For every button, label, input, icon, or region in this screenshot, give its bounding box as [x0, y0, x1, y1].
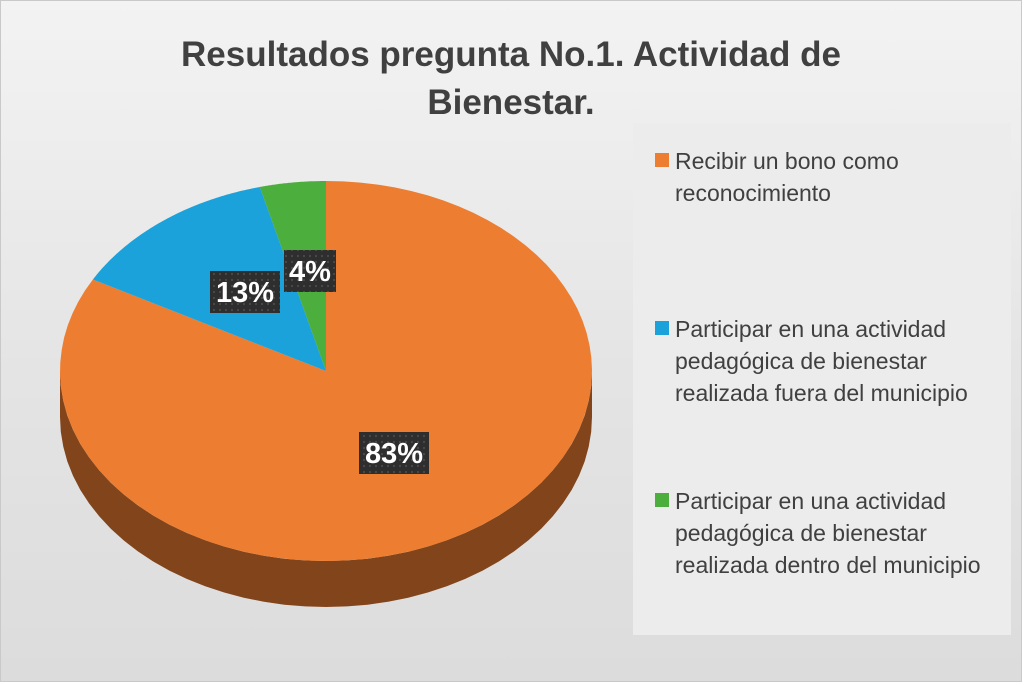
data-label-box-0 [359, 432, 429, 474]
legend-label-dentro: Participar en una actividad pedagógica d… [675, 488, 981, 578]
pie-side-wall [60, 371, 592, 607]
legend-swatch-bono [655, 153, 669, 167]
legend-label-bono: Recibir un bono como reconocimiento [675, 148, 899, 206]
chart-title: Resultados pregunta No.1. Actividad de B… [181, 35, 841, 122]
legend-item-bono: Recibir un bono como reconocimiento [655, 145, 995, 209]
pie-side-0 [60, 371, 592, 607]
legend: Recibir un bono como reconocimiento Part… [633, 123, 1011, 635]
data-label-2: 4% [284, 250, 336, 292]
data-label-box-1 [210, 271, 280, 313]
data-label-text-1: 13% [216, 277, 274, 309]
legend-item-fuera: Participar en una actividad pedagógica d… [655, 313, 995, 409]
data-label-text-0: 83% [365, 438, 423, 470]
legend-swatch-dentro [655, 493, 669, 507]
pie-data-labels: 83% 13% 4% [210, 250, 429, 474]
data-label-text-2: 4% [289, 256, 331, 288]
legend-item-dentro: Participar en una actividad pedagógica d… [655, 485, 995, 581]
pie-slice-1 [92, 187, 327, 371]
pie-slices [60, 181, 592, 561]
data-label-box-2 [284, 250, 336, 292]
data-label-0: 83% [359, 432, 429, 474]
data-label-1: 13% [210, 271, 280, 313]
legend-label-fuera: Participar en una actividad pedagógica d… [675, 316, 968, 406]
legend-swatch-fuera [655, 321, 669, 335]
